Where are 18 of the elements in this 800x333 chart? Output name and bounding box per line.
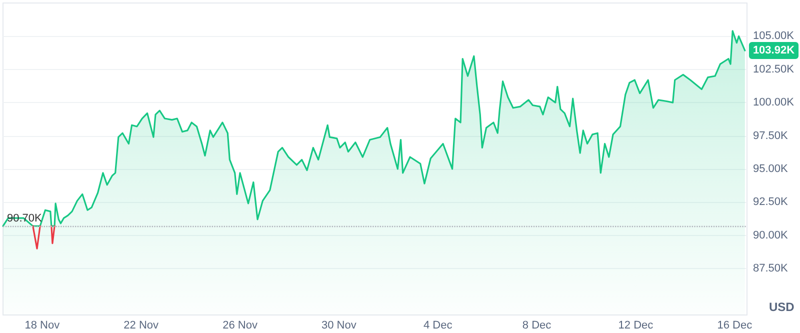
y-tick-label: 90.00K (753, 229, 789, 242)
y-tick-label: 87.50K (753, 262, 789, 275)
x-tick-label: 22 Nov (124, 320, 160, 332)
x-tick-label: 30 Nov (322, 320, 357, 332)
y-tick-label: 97.50K (753, 130, 789, 142)
x-tick-label: 12 Dec (618, 320, 654, 332)
y-tick-label: 100.00K (753, 96, 795, 109)
y-tick-label: 95.00K (753, 162, 789, 175)
x-tick-label: 18 Nov (24, 320, 60, 332)
y-tick-label: 105.00K (753, 30, 795, 42)
y-tick-label: 92.50K (753, 196, 789, 208)
x-tick-label: 8 Dec (522, 320, 552, 332)
y-tick-label: 102.50K (753, 63, 795, 76)
y-axis-title: USD (769, 300, 795, 314)
x-tick-label: 26 Nov (222, 320, 258, 332)
x-tick-label: 16 Dec (717, 320, 753, 332)
annotation: 103.92K (752, 44, 795, 57)
x-tick-label: 4 Dec (423, 320, 453, 332)
